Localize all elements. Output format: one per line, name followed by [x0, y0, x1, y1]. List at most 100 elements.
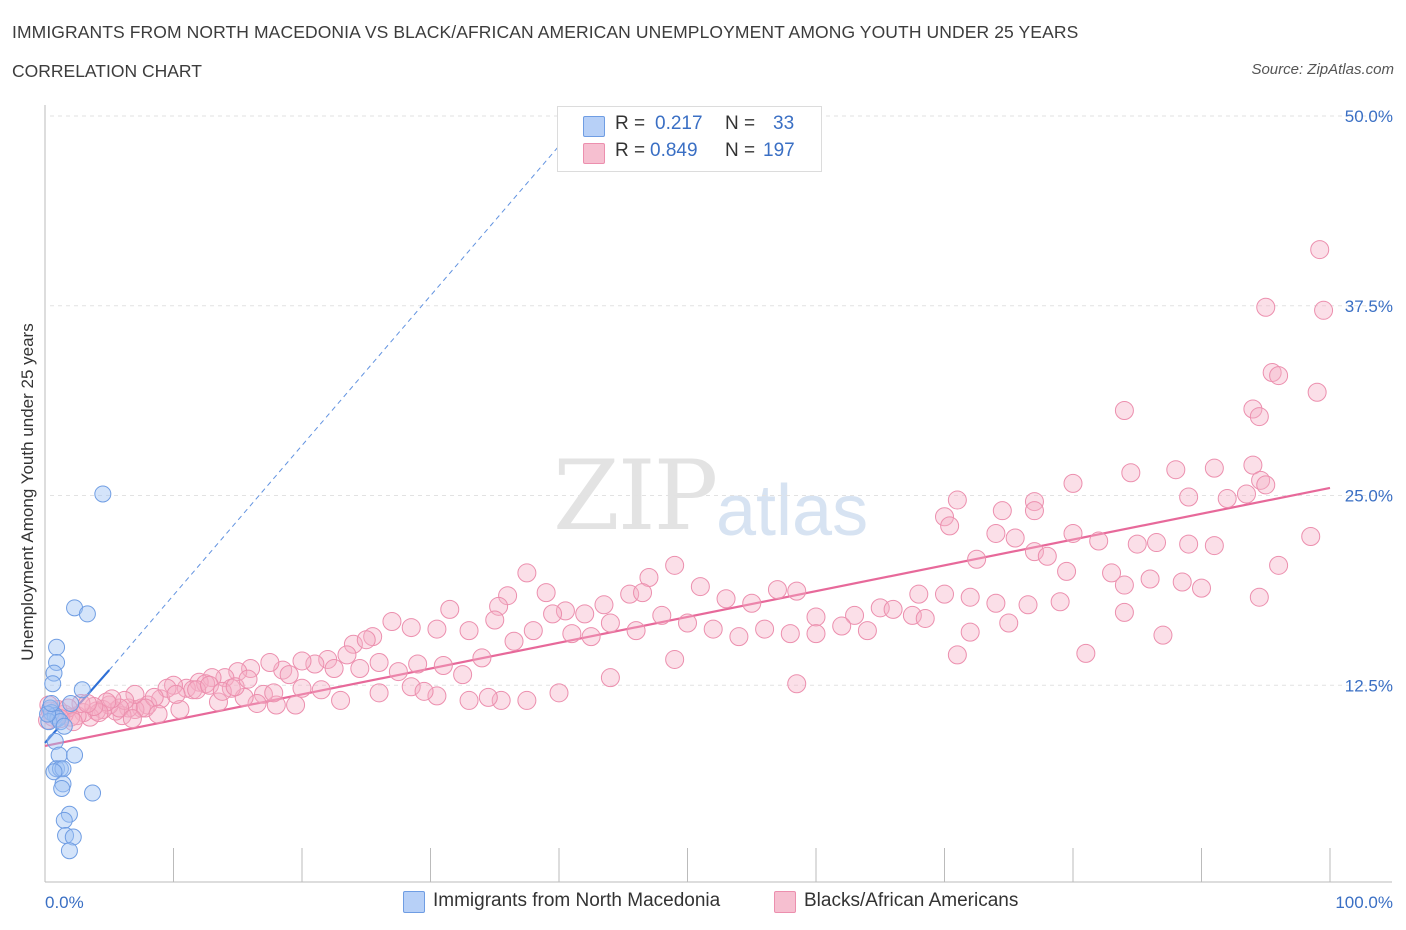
data-point-pink	[1018, 595, 1038, 615]
legend-swatch-blue	[403, 891, 425, 913]
data-point-pink	[1063, 523, 1083, 543]
data-point-pink	[600, 613, 620, 633]
data-point-pink	[940, 516, 960, 536]
data-point-pink	[992, 501, 1012, 521]
data-point-pink	[1204, 458, 1224, 478]
data-point-pink	[1147, 533, 1167, 553]
data-point-pink	[665, 555, 685, 575]
data-point-pink	[755, 619, 775, 639]
data-point-pink	[857, 621, 877, 641]
data-point-pink	[1243, 399, 1263, 419]
data-point-blue	[62, 694, 80, 712]
legend-r-label: R =	[615, 113, 646, 134]
chart-title: IMMIGRANTS FROM NORTH MACEDONIA VS BLACK…	[12, 22, 1079, 42]
data-point-pink	[1024, 542, 1044, 562]
data-point-blue	[48, 653, 66, 671]
y-tick-label: 37.5%	[1345, 297, 1393, 316]
data-point-pink	[238, 669, 258, 689]
data-point-pink	[517, 690, 537, 710]
data-point-blue	[54, 760, 72, 778]
data-point-pink	[369, 683, 389, 703]
data-point-pink	[555, 601, 575, 621]
data-point-pink	[729, 627, 749, 647]
data-point-pink	[806, 607, 826, 627]
data-point-pink	[581, 627, 601, 647]
data-point-pink	[176, 678, 196, 698]
data-point-pink	[125, 684, 145, 704]
data-point-pink	[491, 690, 511, 710]
data-point-pink	[433, 656, 453, 676]
data-point-pink	[388, 662, 408, 682]
data-point-pink	[1256, 297, 1276, 317]
data-point-pink	[1114, 400, 1134, 420]
data-point-pink	[1076, 643, 1096, 663]
data-point-pink	[247, 693, 267, 713]
data-point-pink	[1249, 407, 1269, 427]
legend-swatch-pink	[774, 891, 796, 913]
data-point-blue	[45, 763, 63, 781]
data-point-pink	[626, 621, 646, 641]
data-point-pink	[292, 651, 312, 671]
data-point-pink	[414, 681, 434, 701]
data-point-pink	[1307, 382, 1327, 402]
legend-r-value: 0.849	[650, 140, 698, 161]
data-point-blue	[39, 705, 57, 723]
data-point-blue	[55, 717, 73, 735]
data-point-pink	[1114, 602, 1134, 622]
data-point-pink	[356, 630, 376, 650]
data-point-pink	[102, 689, 122, 709]
data-point-blue	[94, 485, 112, 503]
data-point-pink	[292, 678, 312, 698]
data-point-pink	[986, 523, 1006, 543]
data-point-pink	[199, 675, 219, 695]
data-point-pink	[806, 624, 826, 644]
data-point-blue	[78, 605, 96, 623]
data-point-pink	[1127, 534, 1147, 554]
data-point-pink	[71, 693, 91, 713]
data-point-pink	[1314, 300, 1334, 320]
data-point-pink	[166, 684, 186, 704]
source-label: Source: ZipAtlas.com	[1251, 61, 1394, 78]
data-point-blue	[44, 675, 62, 693]
x-tick-label: 0.0%	[45, 893, 84, 912]
legend-n-value: 33	[773, 113, 795, 134]
data-point-pink	[633, 583, 653, 603]
data-point-blue	[84, 784, 102, 802]
data-point-pink	[1121, 463, 1141, 483]
watermark-atlas: atlas	[716, 471, 869, 551]
trend-line-pink	[44, 486, 1331, 748]
data-point-pink	[485, 610, 505, 630]
data-point-pink	[324, 659, 344, 679]
legend-n-value: 197	[763, 140, 795, 161]
data-point-pink	[947, 645, 967, 665]
y-tick-label: 25.0%	[1345, 487, 1393, 506]
data-point-pink	[148, 704, 168, 724]
data-point-pink	[266, 695, 286, 715]
data-point-pink	[1114, 575, 1134, 595]
chart-subtitle: CORRELATION CHART	[12, 61, 202, 81]
axes	[44, 105, 1392, 883]
trend-lines	[44, 115, 1331, 748]
data-point-pink	[228, 662, 248, 682]
data-point-blue	[73, 681, 91, 699]
data-point-pink	[1063, 473, 1083, 493]
data-point-pink	[1256, 475, 1276, 495]
data-point-pink	[742, 593, 762, 613]
data-point-pink	[1301, 526, 1321, 546]
data-point-pink	[350, 659, 370, 679]
data-point-pink	[986, 593, 1006, 613]
data-point-blue	[50, 746, 68, 764]
series-blacks-african-americans	[38, 240, 1334, 732]
legend-label: Immigrants from North Macedonia	[433, 890, 721, 911]
data-point-pink	[478, 687, 498, 707]
legend-swatch-pink	[583, 143, 605, 164]
data-point-blue	[64, 828, 82, 846]
data-point-pink	[1269, 366, 1289, 386]
data-point-pink	[401, 677, 421, 697]
data-point-pink	[311, 680, 331, 700]
data-point-pink	[305, 654, 325, 674]
data-point-pink	[260, 652, 280, 672]
data-point-pink	[787, 674, 807, 694]
data-point-pink	[536, 583, 556, 603]
data-point-pink	[703, 619, 723, 639]
